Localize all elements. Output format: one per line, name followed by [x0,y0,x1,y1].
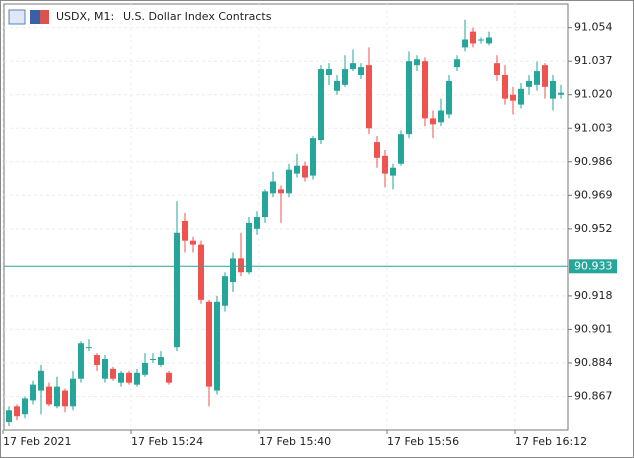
candle-body [334,80,340,91]
y-tick-label: 91.020 [574,88,613,101]
candle-body [86,347,92,349]
candle-body [454,59,460,68]
candle-body [470,31,476,44]
x-tick-label: 17 Feb 2021 [3,435,71,448]
candle-body [382,155,388,174]
candle-body [558,92,564,95]
candle-body [46,386,52,405]
candle-body [526,80,532,87]
chart-icons [8,9,49,25]
candle-body [246,222,252,273]
candle-body [422,61,428,119]
y-tick-label: 90.867 [574,389,613,402]
candle-body [174,232,180,348]
candle-body [14,406,20,417]
candle-body [118,372,124,383]
icon [8,9,26,25]
candle-body [494,63,500,75]
candle-body [446,80,452,115]
y-tick-label: 90.969 [574,188,613,201]
candle-body [206,301,212,387]
candle-body [38,370,44,391]
candle-body [302,165,308,178]
candle-body [214,301,220,391]
y-tick-label: 91.003 [574,121,613,134]
candle-body [414,59,420,66]
candle-body [142,362,148,375]
candle-body [390,167,396,176]
current-price-label: 90.933 [574,259,613,272]
y-tick-label: 90.986 [574,155,613,168]
candle-body [222,276,228,306]
candle-body [438,110,444,123]
candle-body [278,189,284,194]
candle-body [310,138,316,176]
candle-body [150,359,156,360]
candle-body [198,244,204,300]
candle-body [518,88,524,105]
candle-body [270,181,276,194]
x-tick-label: 17 Feb 15:24 [131,435,203,448]
candle-body [478,39,484,41]
candle-body [398,134,404,164]
candle-body [54,386,60,407]
x-tick-label: 17 Feb 15:40 [259,435,331,448]
candle-body [510,94,516,101]
candle-body [254,217,260,229]
candle-body [78,343,84,379]
y-tick-label: 90.952 [574,222,613,235]
candle-body [22,398,28,415]
candle-body [70,378,76,407]
candle-body [230,258,236,283]
x-tick-label: 17 Feb 16:12 [515,435,587,448]
candle-body [406,61,412,135]
candle-body [502,75,508,99]
candle-body [374,142,380,158]
candle-body [94,355,100,365]
y-tick-label: 90.901 [574,322,613,335]
y-tick-label: 90.884 [574,356,613,369]
candle-body [286,169,292,194]
candle-body [486,37,492,44]
candle-body [542,65,548,87]
candle-body [110,368,116,379]
candle-body [190,240,196,245]
candle-body [350,63,356,70]
candle-body [294,165,300,174]
plot-area [3,3,569,431]
candle-body [550,80,556,99]
symbol: USDX, M1: [56,10,114,23]
y-tick-label: 91.037 [574,54,613,67]
candle-body [126,372,132,383]
candle-body [342,69,348,85]
icon [30,10,40,24]
candle-body [134,372,140,385]
candle-body [6,410,12,423]
current-price-box [569,259,617,274]
candle-body [30,384,36,401]
candle-body [462,39,468,48]
candle-body [318,69,324,141]
icon [40,10,49,24]
y-tick-label: 91.054 [574,21,613,34]
candle-body [326,69,332,75]
candle-body [262,191,268,217]
candle-body [158,357,164,365]
candle-body [102,359,108,379]
description: U.S. Dollar Index Contracts [123,10,272,23]
candle-body [534,71,540,85]
candle-body [430,118,436,125]
candle-body [358,67,364,75]
candle-body [238,258,244,273]
candle-body [166,372,172,383]
candle-body [62,390,68,407]
x-tick-label: 17 Feb 15:56 [387,435,459,448]
candle-body [366,65,372,129]
y-tick-label: 90.918 [574,289,613,302]
candle-body [182,220,188,241]
